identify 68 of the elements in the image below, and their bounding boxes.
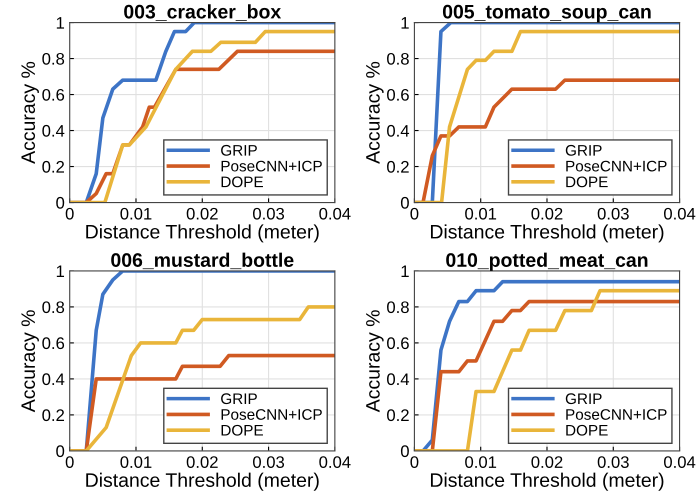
legend-label: DOPE (566, 424, 608, 436)
x-tick-label: 0 (410, 208, 418, 220)
x-tick-label: 0.03 (598, 456, 629, 468)
y-tick-label: 0.6 (42, 88, 64, 101)
y-tick-label: 0.6 (387, 88, 409, 101)
y-tick-label: 0.2 (42, 409, 64, 422)
y-axis-title: Accuracy % (366, 310, 384, 412)
y-axis-title: Accuracy % (366, 62, 384, 164)
y-tick-label: 0 (56, 445, 64, 458)
x-tick-label: 0 (410, 456, 418, 468)
x-tick-label: 0.01 (465, 208, 496, 220)
y-tick-label: 1 (56, 17, 64, 29)
y-tick-label: 0.8 (387, 301, 409, 314)
chart-title: 005_tomato_soup_can (442, 4, 651, 22)
x-tick-label: 0 (66, 456, 74, 468)
x-tick-label: 0.02 (186, 208, 218, 220)
x-axis-title: Distance Threshold (meter) (86, 224, 319, 242)
chart-title: 010_potted_meat_can (446, 252, 648, 271)
x-tick-label: 0.02 (531, 208, 562, 220)
legend-label: PoseCNN+ICP (566, 160, 667, 172)
legend-label: PoseCNN+ICP (222, 160, 322, 172)
y-tick-label: 0 (400, 445, 409, 458)
y-tick-label: 1 (402, 17, 409, 29)
x-tick-label: 0.03 (253, 456, 284, 468)
legend-label: DOPE (566, 176, 608, 188)
y-tick-label: 0.8 (42, 301, 64, 314)
x-tick-label: 0.04 (319, 456, 351, 468)
x-tick-label: 0.04 (664, 208, 696, 220)
y-tick-label: 0.8 (42, 52, 64, 65)
x-tick-label: 0.04 (319, 208, 351, 220)
x-tick-label: 0.03 (253, 208, 284, 220)
y-tick-label: 0 (56, 196, 64, 209)
y-tick-label: 0.4 (42, 124, 64, 137)
y-axis-title: Accuracy % (21, 310, 39, 412)
legend-label: GRIP (221, 393, 257, 404)
x-tick-label: 0.03 (598, 208, 629, 220)
y-tick-label: 0.4 (42, 373, 64, 386)
chart-title: 006_mustard_bottle (111, 252, 294, 270)
x-tick-label: 0.01 (120, 456, 152, 468)
y-tick-label: 1 (56, 265, 64, 277)
x-tick-label: 0 (66, 208, 74, 220)
y-tick-label: 0.8 (387, 52, 409, 65)
y-tick-label: 0.2 (387, 409, 409, 422)
legend-label: GRIP (566, 144, 602, 156)
y-tick-label: 0.6 (387, 337, 409, 350)
legend-label: PoseCNN+ICP (222, 409, 322, 420)
legend-label: GRIP (566, 393, 602, 404)
x-axis-title: Distance Threshold (meter) (430, 224, 664, 242)
y-tick-label: 0.4 (387, 373, 410, 386)
legend-label: PoseCNN+ICP (566, 409, 667, 420)
x-tick-label: 0.02 (531, 456, 562, 468)
y-tick-label: 0.2 (387, 160, 409, 173)
x-tick-label: 0.01 (120, 208, 152, 220)
y-tick-label: 0.6 (42, 337, 64, 350)
legend-label: DOPE (222, 176, 263, 188)
legend-label: GRIP (221, 144, 257, 156)
y-tick-label: 0.4 (387, 124, 410, 137)
x-tick-label: 0.01 (465, 456, 496, 468)
y-axis-title: Accuracy % (21, 62, 39, 164)
y-tick-label: 1 (402, 265, 409, 277)
chart-title: 003_cracker_box (124, 4, 282, 21)
y-tick-label: 0.2 (42, 160, 64, 173)
x-tick-label: 0.04 (664, 456, 696, 468)
y-tick-label: 0 (400, 196, 409, 209)
x-axis-title: Distance Threshold (meter) (430, 472, 664, 491)
x-axis-title: Distance Threshold (meter) (86, 472, 319, 491)
legend-label: DOPE (222, 424, 263, 436)
x-tick-label: 0.02 (186, 456, 218, 468)
